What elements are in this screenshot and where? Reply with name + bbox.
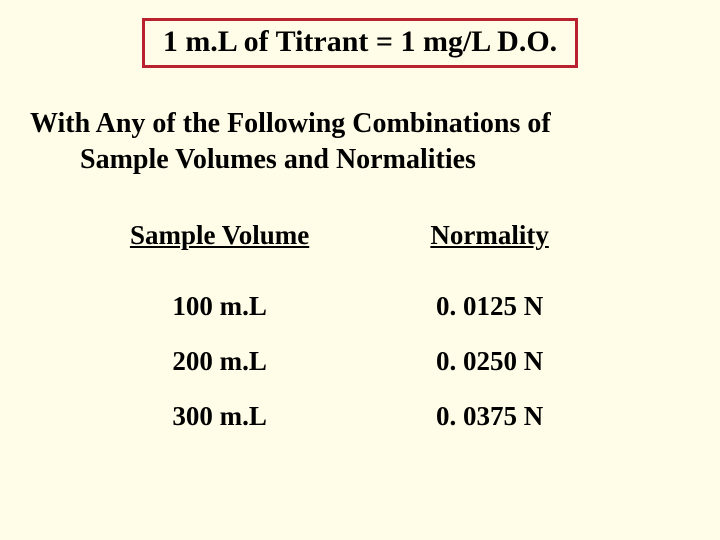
col-header-normality: Normality: [349, 220, 630, 279]
table-header-row: Sample Volume Normality: [90, 220, 630, 279]
subtitle-line-2: Sample Volumes and Normalities: [30, 142, 690, 178]
subtitle: With Any of the Following Combinations o…: [30, 106, 690, 178]
col-header-sample-volume: Sample Volume: [90, 220, 349, 279]
cell-sample-volume: 100 m.L: [90, 279, 349, 334]
table-row: 300 m.L 0. 0375 N: [90, 389, 630, 444]
cell-normality: 0. 0375 N: [349, 389, 630, 444]
cell-normality: 0. 0125 N: [349, 279, 630, 334]
table-row: 200 m.L 0. 0250 N: [90, 334, 630, 389]
cell-normality: 0. 0250 N: [349, 334, 630, 389]
slide-container: 1 m.L of Titrant = 1 mg/L D.O. With Any …: [0, 0, 720, 540]
table-row: 100 m.L 0. 0125 N: [90, 279, 630, 334]
subtitle-line-1: With Any of the Following Combinations o…: [30, 106, 690, 142]
title-box: 1 m.L of Titrant = 1 mg/L D.O.: [142, 18, 578, 68]
table-wrap: Sample Volume Normality 100 m.L 0. 0125 …: [30, 220, 690, 444]
combinations-table: Sample Volume Normality 100 m.L 0. 0125 …: [90, 220, 630, 444]
cell-sample-volume: 300 m.L: [90, 389, 349, 444]
cell-sample-volume: 200 m.L: [90, 334, 349, 389]
